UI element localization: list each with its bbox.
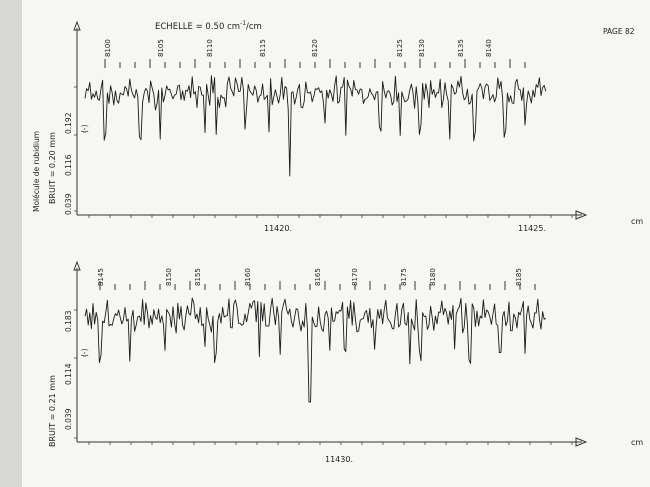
spectrum-trace <box>84 75 547 177</box>
axis-unit: cm <box>631 217 644 226</box>
axis-unit: cm <box>631 438 644 447</box>
x-tick-label: 11430. <box>325 455 353 464</box>
line-group-label: 8150 <box>165 268 173 286</box>
spectrum-trace <box>84 297 547 403</box>
line-group-label: 8120 <box>311 39 319 57</box>
line-group-label: 8100 <box>104 39 112 57</box>
line-group-label: 8185 <box>515 268 523 286</box>
line-group-label: 8105 <box>157 39 165 57</box>
x-tick-label: 11420. <box>264 224 292 233</box>
line-group-label: 8170 <box>351 268 359 286</box>
line-group-label: 8110 <box>206 39 214 57</box>
line-group-label: 8175 <box>400 268 408 286</box>
x-tick-label: 11425. <box>518 224 546 233</box>
x-axis-arrow <box>575 210 588 220</box>
line-group-label: 8115 <box>259 39 267 57</box>
y-axis-arrow <box>73 260 81 271</box>
line-group-label: 8165 <box>314 268 322 286</box>
page-number: PAGE 82 <box>603 27 635 36</box>
line-group-label: 8155 <box>194 268 202 286</box>
line-group-label: 8130 <box>418 39 426 57</box>
line-group-label: 8145 <box>97 268 105 286</box>
line-group-label: 8180 <box>429 268 437 286</box>
line-group-label: 8140 <box>485 39 493 57</box>
x-axis-arrow <box>575 437 588 447</box>
y-axis-arrow <box>73 20 81 31</box>
line-group-label: 8135 <box>457 39 465 57</box>
line-group-label: 8125 <box>396 39 404 57</box>
scale-label: ECHELLE = 0.50 cm-1/cm <box>155 20 262 32</box>
line-group-label: 8160 <box>244 268 252 286</box>
